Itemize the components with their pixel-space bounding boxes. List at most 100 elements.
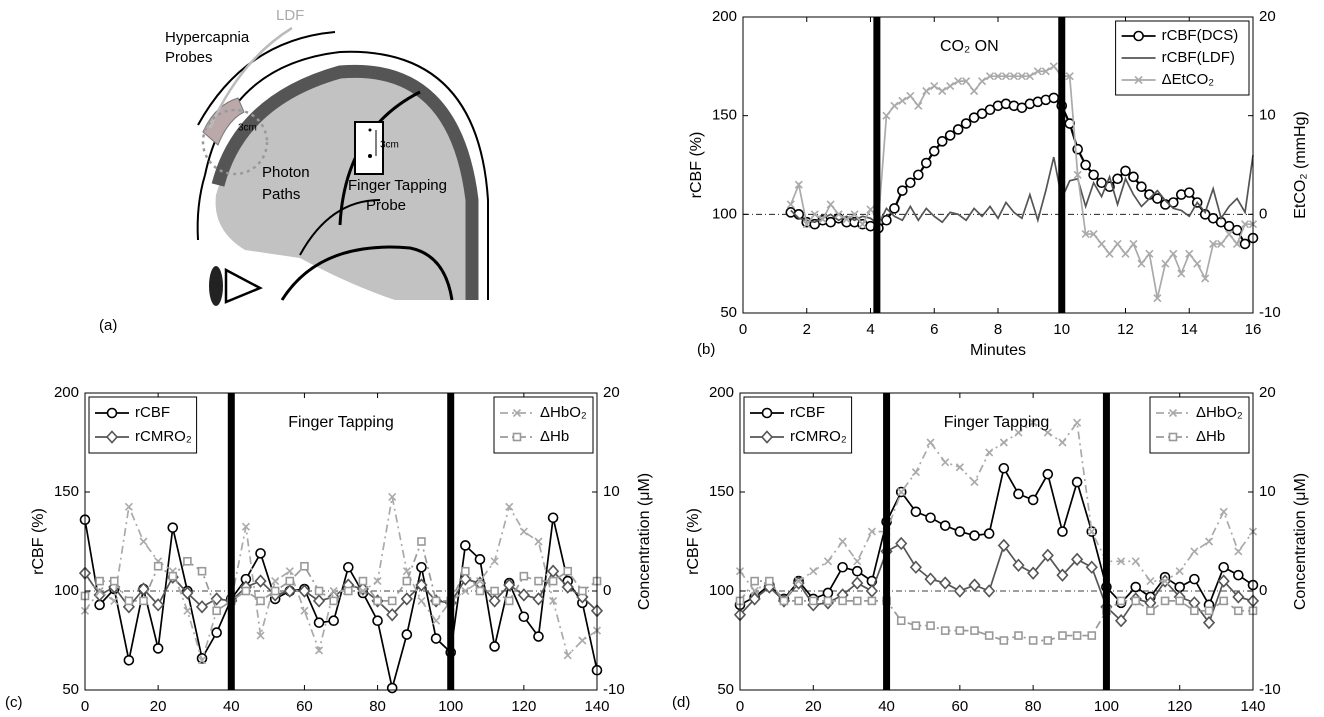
x-tick-label: 40 bbox=[878, 698, 895, 715]
marker bbox=[1190, 606, 1199, 616]
y2-tick-label: 20 bbox=[603, 384, 620, 401]
series-line bbox=[84, 496, 598, 664]
y-tick-label: 50 bbox=[62, 681, 79, 698]
marker bbox=[1146, 577, 1155, 586]
scalp-line bbox=[197, 31, 336, 126]
marker bbox=[152, 643, 164, 654]
marker bbox=[1232, 590, 1245, 604]
x-tick-label: 60 bbox=[296, 698, 313, 715]
marker bbox=[387, 596, 397, 606]
marker bbox=[197, 656, 207, 665]
x-tick-label: 120 bbox=[1167, 698, 1192, 715]
legend-marker bbox=[512, 408, 522, 418]
x-tick-label: 60 bbox=[952, 698, 969, 715]
legend-label: rCMRO₂ bbox=[135, 428, 192, 445]
marker bbox=[124, 596, 134, 606]
marker bbox=[906, 91, 915, 100]
y2-tick-label: -10 bbox=[603, 681, 625, 698]
y2-tick-label: 0 bbox=[1259, 582, 1267, 599]
marker bbox=[167, 522, 179, 533]
legend-marker bbox=[105, 430, 119, 444]
marker bbox=[534, 576, 543, 586]
marker bbox=[1115, 614, 1128, 628]
x-tick-label: 80 bbox=[1025, 698, 1042, 715]
x-tick-label: 16 bbox=[1245, 321, 1262, 338]
marker bbox=[905, 177, 916, 189]
marker bbox=[489, 641, 500, 652]
marker bbox=[181, 586, 194, 600]
marker bbox=[802, 220, 811, 229]
marker bbox=[851, 565, 863, 577]
marker bbox=[939, 520, 951, 531]
marker bbox=[314, 646, 324, 655]
marker bbox=[926, 621, 935, 630]
marker bbox=[866, 205, 875, 214]
y2-tick-label: 10 bbox=[603, 483, 620, 500]
marker bbox=[1088, 169, 1099, 181]
marker bbox=[1043, 428, 1052, 437]
y-axis-label: rCBF (%) bbox=[685, 508, 702, 575]
annotation: Finger Tapping bbox=[944, 414, 1050, 431]
marker bbox=[386, 682, 398, 694]
x-tick-label: 100 bbox=[1094, 698, 1119, 715]
marker bbox=[532, 592, 545, 606]
marker bbox=[1056, 568, 1069, 582]
marker bbox=[548, 576, 558, 586]
marker bbox=[823, 557, 833, 566]
marker bbox=[1017, 72, 1026, 81]
marker bbox=[890, 101, 899, 110]
marker bbox=[1113, 239, 1122, 248]
legend-label: rCBF(LDF) bbox=[1162, 49, 1235, 66]
marker bbox=[794, 596, 803, 606]
marker bbox=[914, 101, 923, 110]
y-tick-label: 150 bbox=[54, 483, 79, 500]
diagram-label: 3cm bbox=[380, 140, 399, 151]
marker bbox=[940, 626, 950, 635]
marker bbox=[765, 576, 774, 586]
marker bbox=[750, 586, 759, 596]
marker bbox=[954, 77, 963, 86]
marker bbox=[298, 584, 311, 598]
legend-label: rCMRO₂ bbox=[790, 428, 847, 445]
marker bbox=[561, 580, 574, 594]
event-bar bbox=[873, 17, 881, 313]
y2-tick-label: 10 bbox=[1259, 107, 1276, 124]
marker bbox=[896, 616, 906, 626]
marker bbox=[1027, 494, 1039, 506]
marker bbox=[503, 578, 516, 592]
marker bbox=[1057, 526, 1068, 537]
marker bbox=[1025, 72, 1034, 81]
panel-label: (d) bbox=[672, 694, 690, 711]
marker bbox=[1145, 249, 1154, 258]
marker bbox=[152, 598, 165, 612]
marker bbox=[750, 576, 759, 586]
y-axis-label: rCBF (%) bbox=[30, 508, 47, 575]
marker bbox=[941, 458, 950, 467]
marker bbox=[1027, 566, 1040, 580]
diagram-label: Finger Tapping bbox=[348, 177, 447, 194]
marker bbox=[889, 203, 900, 214]
marker bbox=[256, 596, 265, 606]
x-tick-label: 0 bbox=[736, 698, 744, 715]
marker bbox=[1105, 249, 1114, 258]
marker bbox=[954, 526, 966, 537]
marker bbox=[1089, 230, 1098, 239]
marker bbox=[808, 596, 818, 606]
marker bbox=[993, 72, 1003, 81]
marker bbox=[928, 145, 940, 157]
marker bbox=[858, 220, 867, 229]
marker bbox=[460, 540, 471, 551]
panel-label: (a) bbox=[99, 317, 117, 334]
marker bbox=[1049, 62, 1058, 71]
marker bbox=[1189, 573, 1200, 585]
marker bbox=[1028, 636, 1038, 645]
event-bar bbox=[883, 393, 891, 690]
marker bbox=[955, 463, 964, 472]
marker bbox=[139, 537, 148, 546]
y-tick-label: 200 bbox=[709, 384, 734, 401]
marker bbox=[1041, 548, 1054, 563]
marker bbox=[998, 462, 1010, 474]
marker bbox=[1072, 631, 1082, 640]
marker bbox=[999, 636, 1009, 645]
marker bbox=[401, 629, 413, 640]
